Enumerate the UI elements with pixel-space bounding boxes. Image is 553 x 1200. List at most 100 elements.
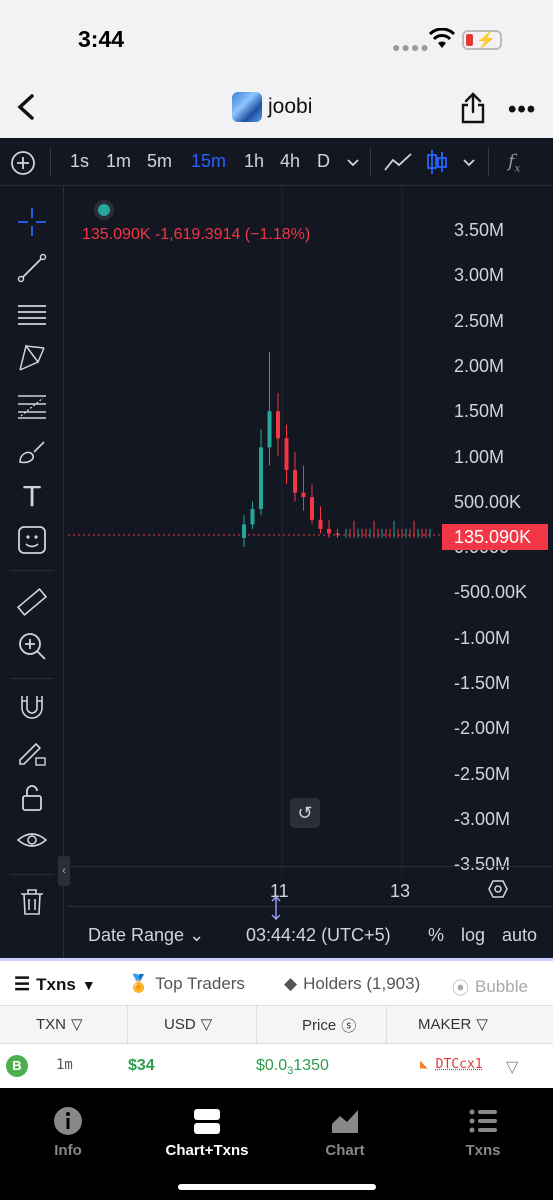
sticker-icon[interactable] <box>16 524 48 556</box>
back-icon[interactable] <box>14 92 38 122</box>
txn-price: $0.031350 <box>256 1057 329 1078</box>
chevron-down-icon[interactable] <box>346 158 360 168</box>
percent-toggle[interactable]: % <box>428 925 445 945</box>
nav-chart-txns[interactable]: Chart+Txns <box>147 1106 267 1159</box>
column-usd[interactable]: USD ▽ <box>164 1015 213 1034</box>
column-maker[interactable]: MAKER ▽ <box>418 1015 488 1034</box>
candle-body <box>327 528 331 534</box>
lock-drawings-icon[interactable] <box>16 736 48 768</box>
auto-toggle[interactable]: auto <box>502 925 538 945</box>
tab-holders[interactable]: ◆ Holders (1,903) <box>284 974 420 994</box>
interval-d[interactable]: D <box>317 151 330 171</box>
bottom-navigation: Info Chart+Txns Chart Txns <box>0 1088 553 1200</box>
candle-body <box>284 438 289 471</box>
ruler-icon[interactable] <box>16 586 48 618</box>
filter-icon[interactable]: ▽ <box>476 1016 488 1033</box>
date-range-label: Date Range <box>88 925 185 945</box>
collapse-sidebar-button[interactable]: ‹ <box>58 856 70 886</box>
token-logo <box>232 92 262 122</box>
time-axis[interactable]: 11 13 <box>68 866 553 906</box>
tab-bubble-label: Bubble <box>475 976 528 996</box>
y-tick-label: -1.50M <box>454 673 511 693</box>
clock-readout[interactable]: 03:44:42 (UTC+5) <box>246 925 391 945</box>
y-tick-label: -3.50M <box>454 854 511 875</box>
x-tick-label: 11 <box>270 881 289 901</box>
maker-address[interactable]: ◣ DTCcx1 <box>420 1057 483 1072</box>
y-tick-label: -2.00M <box>454 718 511 739</box>
line-chart-icon[interactable] <box>384 152 412 172</box>
candle-body <box>293 470 297 493</box>
chart-txns-icon <box>194 1109 220 1134</box>
column-txn-label: TXN <box>36 1015 66 1033</box>
interval-4h[interactable]: 4h <box>280 151 301 171</box>
horizontal-lines-icon[interactable] <box>16 298 48 330</box>
add-indicator-icon[interactable] <box>10 150 36 176</box>
text-tool-icon[interactable]: T <box>23 480 41 513</box>
nav-info[interactable]: Info <box>8 1106 128 1159</box>
filter-icon[interactable]: ▽ <box>71 1016 83 1033</box>
y-tick-label: 1.50M <box>454 401 505 422</box>
indicators-fx-icon[interactable]: fx <box>508 151 521 175</box>
candlestick-icon[interactable] <box>426 148 448 176</box>
resize-handle-icon[interactable] <box>270 895 282 921</box>
area-chart-icon <box>332 1110 358 1133</box>
chart-container: 1s 1m 5m 15m 1h 4h D fx T <box>0 138 553 958</box>
candle-body <box>267 411 272 448</box>
pattern-tool-icon[interactable] <box>16 342 48 374</box>
nav-chart[interactable]: Chart <box>285 1106 405 1159</box>
column-usd-label: USD <box>164 1015 196 1033</box>
medal-icon: 🏅 <box>128 974 150 993</box>
tab-holders-label: Holders (1,903) <box>303 974 421 993</box>
date-range-button[interactable]: Date Range ⌄ <box>88 925 205 945</box>
wifi-icon <box>428 28 456 48</box>
chart-type-chevron-icon[interactable] <box>462 158 476 168</box>
dollar-circle-icon[interactable]: ⓢ <box>341 1018 357 1035</box>
crosshair-icon[interactable] <box>16 206 48 238</box>
reset-chart-icon[interactable]: ↺ <box>290 798 320 828</box>
log-toggle[interactable]: log <box>461 925 486 945</box>
visibility-icon[interactable] <box>16 826 48 858</box>
interval-5m[interactable]: 5m <box>147 151 173 171</box>
tab-top-traders-label: Top Traders <box>155 974 245 993</box>
maker-filter-icon[interactable]: ▽ <box>506 1059 519 1076</box>
tab-txns[interactable]: ☰ Txns ▼ <box>14 974 96 995</box>
chart-toolbar: 1s 1m 5m 15m 1h 4h D fx <box>0 138 553 186</box>
tab-top-traders[interactable]: 🏅 Top Traders <box>128 974 245 994</box>
share-icon[interactable] <box>460 92 486 124</box>
nav-chart-txns-label: Chart+Txns <box>165 1142 249 1159</box>
menu-icon: ☰ <box>14 974 31 994</box>
interval-1s[interactable]: 1s <box>70 151 90 171</box>
brush-icon[interactable] <box>16 436 48 468</box>
column-price[interactable]: Price ⓢ <box>302 1015 356 1036</box>
trend-line-icon[interactable] <box>16 252 48 284</box>
nav-info-label: Info <box>54 1142 82 1159</box>
current-price-tag: 135.090K <box>442 524 548 550</box>
column-maker-label: MAKER <box>418 1015 472 1033</box>
interval-1m[interactable]: 1m <box>106 151 132 171</box>
more-options-icon[interactable]: ••• <box>508 96 537 123</box>
tab-bubble[interactable]: ⦿ Bubble <box>452 974 528 999</box>
trash-icon[interactable] <box>16 886 48 918</box>
battery-icon: ⚡ <box>462 30 502 50</box>
unlock-icon[interactable] <box>16 782 48 814</box>
app-header: 3:44 ●●●● ⚡ joobi ••• <box>0 0 553 138</box>
table-row[interactable]: B 1m $34 $0.031350 ◣ DTCcx1 ▽ <box>0 1044 553 1088</box>
y-tick-label: -500.00K <box>454 582 528 603</box>
nav-txns[interactable]: Txns <box>423 1106 543 1159</box>
axis-settings-icon[interactable] <box>488 879 508 899</box>
chevron-down-icon: ▼ <box>81 976 96 993</box>
zoom-in-icon[interactable] <box>16 630 48 662</box>
fox-icon: ◣ <box>420 1057 428 1072</box>
txn-usd: $34 <box>128 1057 155 1074</box>
interval-15m[interactable]: 15m <box>191 151 227 171</box>
filter-icon[interactable]: ▽ <box>200 1016 213 1033</box>
interval-1h[interactable]: 1h <box>244 151 265 171</box>
price-chart[interactable] <box>68 186 553 878</box>
cellular-signal-icon: ●●●● <box>392 39 430 55</box>
magnet-icon[interactable] <box>16 692 48 724</box>
fib-retracement-icon[interactable] <box>16 390 48 422</box>
column-txn[interactable]: TXN ▽ <box>36 1015 83 1034</box>
column-price-label: Price <box>302 1017 337 1034</box>
home-indicator <box>178 1184 376 1190</box>
y-tick-label: 2.00M <box>454 355 505 376</box>
